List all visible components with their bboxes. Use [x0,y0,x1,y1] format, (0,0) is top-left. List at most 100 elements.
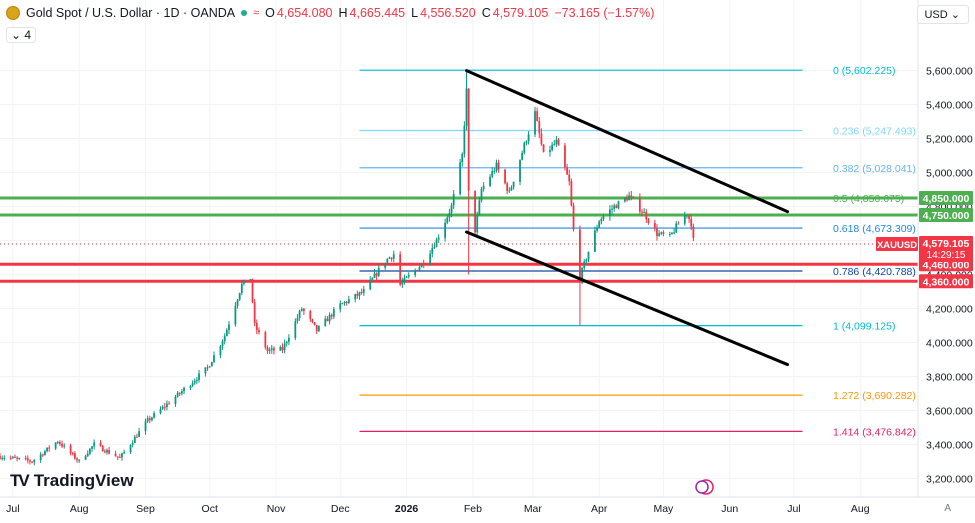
x-tick-label: Jun [721,503,738,515]
candle-body [407,275,410,277]
candle-body [223,336,226,342]
candle-body [26,458,29,461]
level-price-text: 4,850.000 [923,193,970,205]
tradingview-logo[interactable]: TV TradingView [10,471,134,491]
candle-body [688,215,690,219]
candle-body [131,442,134,445]
candle-body [553,143,556,145]
candle-body [495,162,498,171]
candle-body [219,345,222,356]
candle-body [609,209,611,217]
candle-body [512,181,515,188]
candle-body [330,314,333,317]
candle-body [33,460,36,463]
candle-body [433,247,436,249]
chart-header: Gold Spot / U.S. Dollar · 1D · OANDA ≈ O… [6,6,654,20]
chevron-down-icon: ⌄ [950,9,960,21]
candle-body [210,362,213,367]
candle-body [44,451,46,456]
candle-body [298,310,301,318]
candle-body [536,111,539,121]
candle-body [31,461,33,463]
currency-selector[interactable]: USD ⌄ [917,5,969,24]
x-tick-label: Oct [202,503,218,515]
level-price-text: 4,750.000 [923,210,970,222]
candle-body [103,451,106,453]
grid [0,0,918,497]
candle-body [493,170,496,172]
candle-body [431,247,434,254]
y-tick-label: 3,200.000 [926,473,973,485]
y-tick-label: 3,400.000 [926,439,973,451]
candle-body [14,456,16,458]
candle-body [114,453,117,457]
x-tick-label: Feb [464,503,482,515]
brand-name: TradingView [33,471,134,490]
candle-body [56,442,59,444]
candle-body [326,318,329,322]
candle-body [585,259,588,262]
candle-body [645,211,648,220]
candle-body [628,195,631,201]
high-label: H [338,6,348,20]
candle-body [328,314,331,322]
candle-body [401,281,404,285]
candle-body [91,446,93,449]
candle-body [288,337,290,342]
tradingview-icon: TV [10,471,30,490]
candle-body [204,367,207,374]
fib-level-label: 0.236 (5,247.493) [833,125,916,137]
candle-body [600,219,603,222]
candle-body [420,263,423,268]
y-tick-label: 3,600.000 [926,405,973,417]
candle-body [24,457,27,459]
candle-body [268,349,271,351]
x-tick-label: Apr [591,503,608,515]
candle-body [504,169,506,184]
symbol-title[interactable]: Gold Spot / U.S. Dollar · 1D · OANDA [26,6,236,20]
candle-body [641,211,643,213]
candle-body [602,216,605,220]
candle-body [343,301,346,304]
candle-body [88,448,91,454]
candle-body [677,223,680,225]
candle-body [369,279,372,290]
candle-body [309,311,312,320]
candle-body [373,273,376,278]
candle-body [448,213,451,218]
candle-body [283,343,286,351]
candle-body [598,221,601,228]
candle-body [106,450,108,453]
candle-body [429,253,432,265]
x-tick-label: Mar [524,503,543,515]
candle-body [446,217,449,223]
candle-body [118,456,121,458]
candle-body [258,330,260,333]
candle-body [264,332,267,348]
economic-event-icon [695,480,709,494]
level-price-tag [919,191,973,206]
candle-body [542,144,545,152]
candle-body [613,205,616,209]
candle-body [617,201,620,209]
candle-body [123,451,126,454]
candle-body [234,305,237,325]
candle-body [253,302,256,323]
candle-body [414,270,417,276]
candle-body [0,456,1,459]
close-label: C [481,6,491,20]
candle-body [594,230,596,252]
candle-body [311,319,314,323]
indicators-toggle[interactable]: ⌄ 4 [6,27,37,43]
auto-scale-button[interactable]: A [944,503,951,514]
candle-body [435,239,438,248]
candle-body [521,152,524,160]
candle-body [151,417,153,421]
candle-body [587,251,590,260]
candle-body [238,293,241,300]
candle-body [555,139,558,144]
countdown-text: 14:29:15 [927,250,966,261]
fib-level-label: 1.414 (3,476.842) [833,426,916,438]
candle-body [510,187,513,191]
